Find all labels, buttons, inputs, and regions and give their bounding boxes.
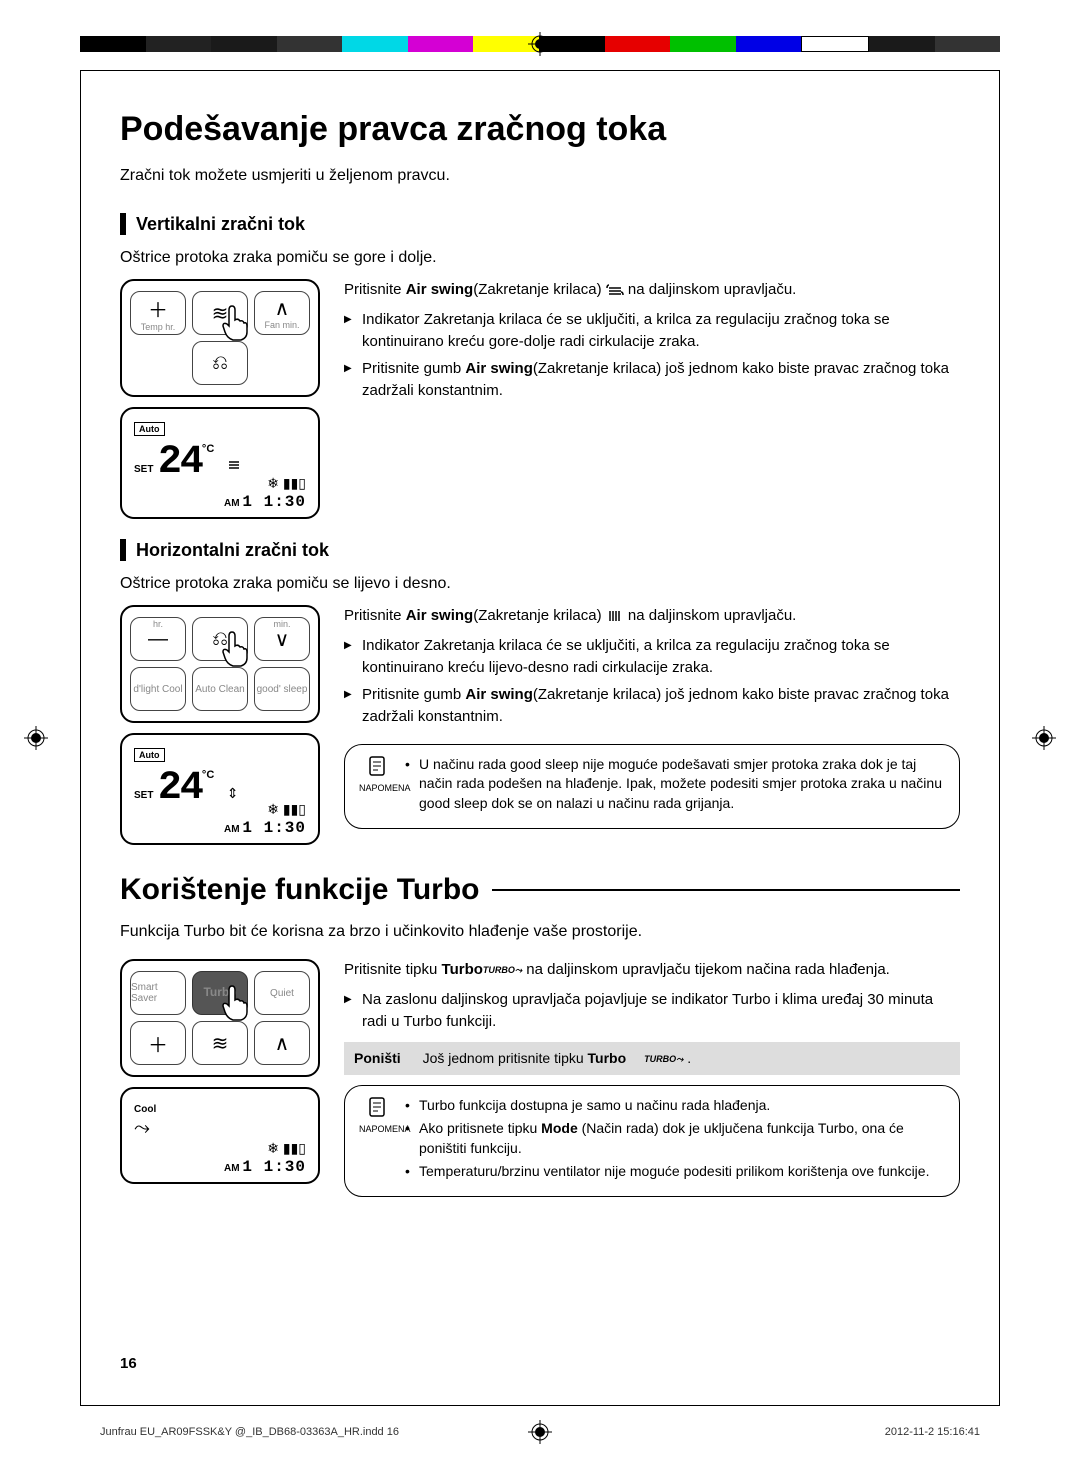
finger-press-icon — [215, 302, 255, 342]
instruction-lead: Pritisnite Air swing(Zakretanje krilaca)… — [344, 279, 960, 301]
cancel-row: Poništi Još jednom pritisnite tipku Turb… — [344, 1042, 960, 1074]
note-text: Turbo funkcija dostupna je samo u načinu… — [405, 1096, 945, 1116]
swing-h-button: ⎌ — [192, 617, 248, 661]
temp-up-button: ＋ — [130, 1021, 186, 1065]
dlight-cool-button: d'light Cool — [130, 667, 186, 711]
section-title: Horizontalni zračni tok — [136, 540, 329, 561]
list-item: Indikator Zakretanja krilaca će se uklju… — [344, 309, 960, 353]
quiet-button: Quiet — [254, 971, 310, 1015]
list-item: Na zaslonu daljinskog upravljača pojavlj… — [344, 989, 960, 1033]
remote-diagram: ＋Temp hr. ≋ ∧Fan min. ⎌ — [120, 279, 320, 397]
section-header-vertical: Vertikalni zračni tok — [120, 213, 960, 235]
list-item: Indikator Zakretanja krilaca će se uklju… — [344, 635, 960, 679]
smart-saver-button: Smart Saver — [130, 971, 186, 1015]
remote-diagram: Smart Saver Turbo Quiet ＋ ≋ ∧ — [120, 959, 320, 1077]
section-title: Vertikalni zračni tok — [136, 214, 305, 235]
finger-press-icon — [215, 982, 255, 1022]
air-swing-button: ≋ — [192, 291, 248, 335]
section-header-horizontal: Horizontalni zračni tok — [120, 539, 960, 561]
remote-display: Auto SET 24°C ⇕ ❄ ▮▮▯ AM 1 1:30 — [120, 733, 320, 845]
fan-up-button: ∧Fan min. — [254, 291, 310, 335]
instruction-list: Indikator Zakretanja krilaca će se uklju… — [344, 309, 960, 402]
note-box: NAPOMENA U načinu rada good sleep nije m… — [344, 744, 960, 829]
swing-v-icon — [606, 283, 624, 297]
intro-text: Zračni tok možete usmjeriti u željenom p… — [120, 167, 960, 185]
remote-diagram: hr.— ⎌ min.∨ d'light Cool Auto Clean goo… — [120, 605, 320, 723]
note-text: Temperaturu/brzinu ventilator nije moguć… — [405, 1162, 945, 1182]
registration-mark-icon — [528, 32, 552, 56]
good-sleep-button: good' sleep — [254, 667, 310, 711]
page-title: Podešavanje pravca zračnog toka — [120, 110, 960, 149]
heading-turbo: Korištenje funkcije Turbo — [120, 873, 960, 907]
note-icon: NAPOMENA — [359, 755, 397, 795]
instruction-lead: Pritisnite tipku TurboTURBO⤳ na daljinsk… — [344, 959, 960, 981]
finger-press-icon — [215, 628, 255, 668]
swing-h-icon — [606, 609, 624, 623]
remote-display: Auto SET 24°C ❄ ▮▮▯ AM 1 1:30 — [120, 407, 320, 519]
intro-text: Funkcija Turbo bit će korisna za brzo i … — [120, 923, 960, 941]
print-footer: Junfrau EU_AR09FSSK&Y @_IB_DB68-03363A_H… — [100, 1426, 980, 1438]
fan-up-button: ∧ — [254, 1021, 310, 1065]
note-text: Ako pritisnete tipku Mode (Način rada) d… — [405, 1119, 945, 1158]
swing-v-icon — [227, 458, 241, 472]
footer-file: Junfrau EU_AR09FSSK&Y @_IB_DB68-03363A_H… — [100, 1426, 399, 1438]
instruction-list: Indikator Zakretanja krilaca će se uklju… — [344, 635, 960, 728]
remote-display: Cool ⤳ ❄ ▮▮▯ AM 1 1:30 — [120, 1087, 320, 1184]
note-icon: NAPOMENA — [359, 1096, 397, 1136]
registration-mark-icon — [24, 726, 48, 750]
air-swing-button: ≋ — [192, 1021, 248, 1065]
hr-button: hr.— — [130, 617, 186, 661]
note-text: U načinu rada good sleep nije moguće pod… — [405, 755, 945, 814]
footer-date: 2012-11-2 15:16:41 — [885, 1426, 980, 1438]
auto-clean-button: Auto Clean — [192, 667, 248, 711]
turbo-button: Turbo — [192, 971, 248, 1015]
min-button: min.∨ — [254, 617, 310, 661]
note-box: NAPOMENA Turbo funkcija dostupna je samo… — [344, 1085, 960, 1197]
section-subtext: Oštrice protoka zraka pomiču se gore i d… — [120, 249, 960, 267]
list-item: Pritisnite gumb Air swing(Zakretanje kri… — [344, 684, 960, 728]
list-item: Pritisnite gumb Air swing(Zakretanje kri… — [344, 358, 960, 402]
page-number: 16 — [120, 1355, 137, 1372]
section-subtext: Oštrice protoka zraka pomiču se lijevo i… — [120, 575, 960, 593]
swing-h-button: ⎌ — [192, 341, 248, 385]
registration-mark-icon — [1032, 726, 1056, 750]
instruction-list: Na zaslonu daljinskog upravljača pojavlj… — [344, 989, 960, 1033]
temp-up-button: ＋Temp hr. — [130, 291, 186, 335]
instruction-lead: Pritisnite Air swing(Zakretanje krilaca)… — [344, 605, 960, 627]
